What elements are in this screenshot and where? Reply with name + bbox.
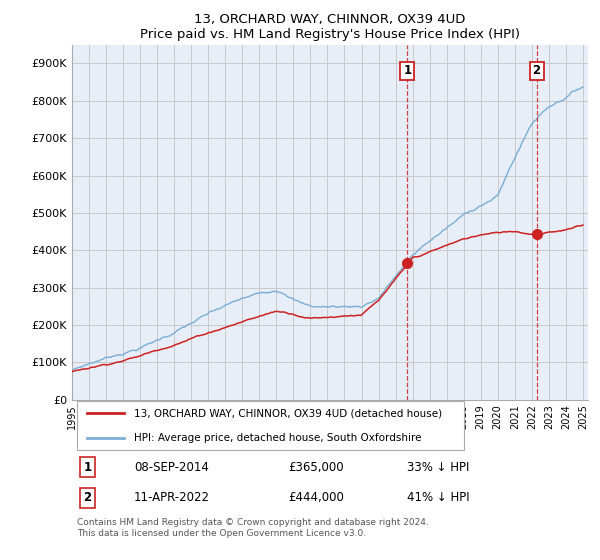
Text: 11-APR-2022: 11-APR-2022 <box>134 491 210 504</box>
Text: 41% ↓ HPI: 41% ↓ HPI <box>407 491 470 504</box>
Text: 13, ORCHARD WAY, CHINNOR, OX39 4UD (detached house): 13, ORCHARD WAY, CHINNOR, OX39 4UD (deta… <box>134 408 442 418</box>
Text: 2: 2 <box>533 64 541 77</box>
Text: 2: 2 <box>83 491 92 504</box>
Text: 08-SEP-2014: 08-SEP-2014 <box>134 460 209 474</box>
Title: 13, ORCHARD WAY, CHINNOR, OX39 4UD
Price paid vs. HM Land Registry's House Price: 13, ORCHARD WAY, CHINNOR, OX39 4UD Price… <box>140 13 520 41</box>
Text: 1: 1 <box>83 460 92 474</box>
Text: £444,000: £444,000 <box>289 491 344 504</box>
Text: 33% ↓ HPI: 33% ↓ HPI <box>407 460 470 474</box>
Text: Contains HM Land Registry data © Crown copyright and database right 2024.
This d: Contains HM Land Registry data © Crown c… <box>77 519 429 538</box>
Text: 1: 1 <box>403 64 412 77</box>
FancyBboxPatch shape <box>77 402 464 450</box>
Text: £365,000: £365,000 <box>289 460 344 474</box>
Text: HPI: Average price, detached house, South Oxfordshire: HPI: Average price, detached house, Sout… <box>134 433 421 443</box>
